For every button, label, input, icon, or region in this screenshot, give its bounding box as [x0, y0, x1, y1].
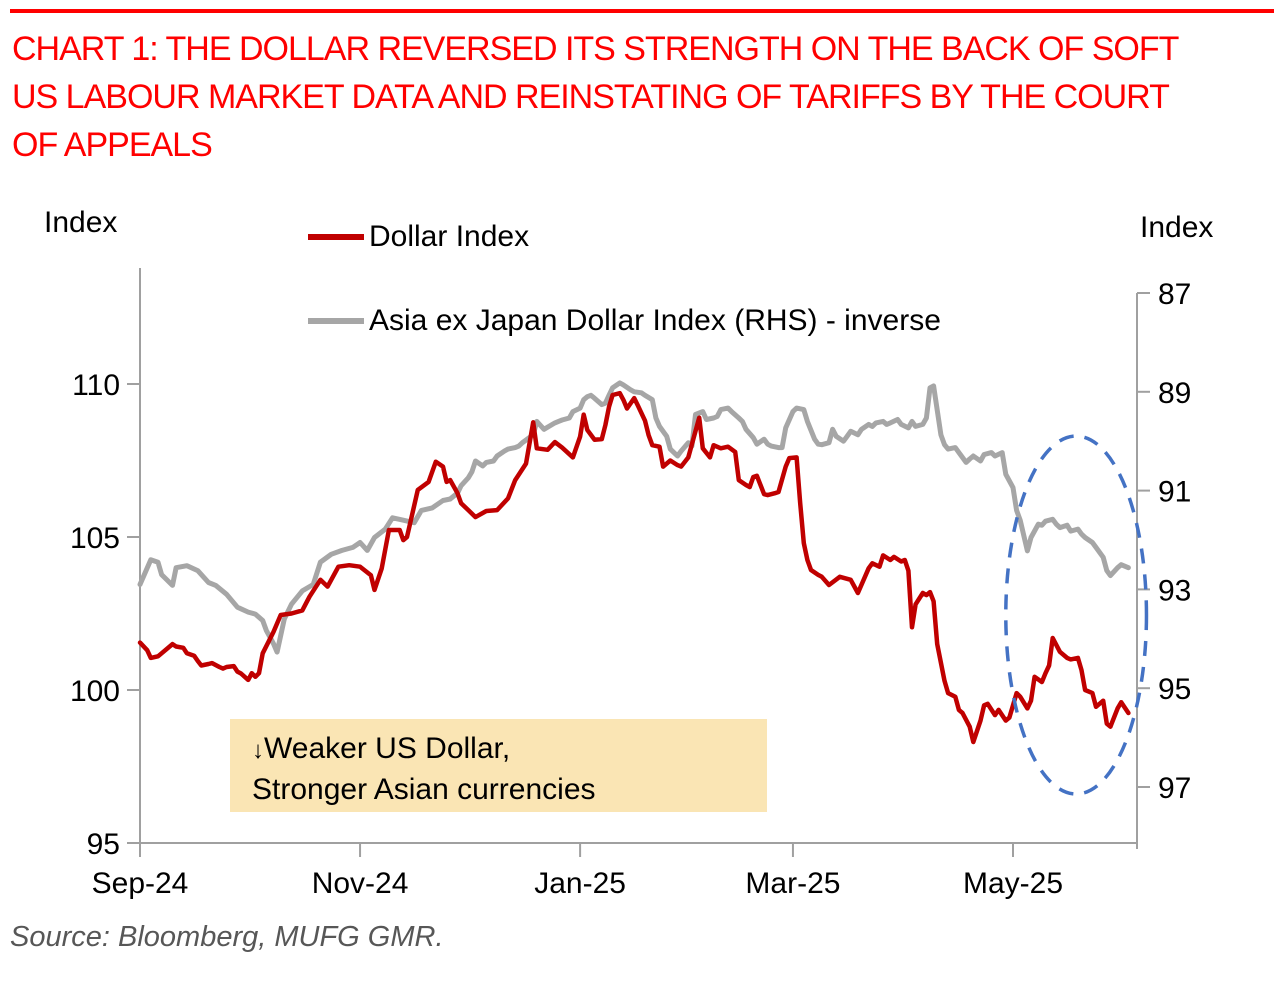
- right-axis-tick-label: 87: [1158, 278, 1191, 311]
- left-axis-tick-label: 110: [72, 369, 120, 402]
- chart-title-line-3: OF APPEALS: [12, 126, 213, 164]
- right-axis-tick-label: 95: [1158, 673, 1191, 706]
- annotation-callout: ↓Weaker US Dollar, Stronger Asian curren…: [230, 719, 767, 812]
- right-axis-tick-label: 97: [1158, 772, 1191, 805]
- right-axis-tick-label: 91: [1158, 476, 1191, 509]
- legend: Dollar Index Asia ex Japan Dollar Index …: [308, 214, 941, 382]
- x-axis-tick-label: Nov-24: [312, 867, 409, 900]
- left-axis-tick-label: 100: [70, 675, 120, 708]
- right-axis-tick-label: 93: [1158, 574, 1191, 607]
- series-line-dollar-index: [137, 390, 1131, 745]
- x-axis-tick-label: Sep-24: [92, 867, 189, 900]
- source-note: Source: Bloomberg, MUFG GMR.: [10, 921, 444, 953]
- callout-text-1: Weaker US Dollar,: [264, 732, 511, 765]
- chart-title-line-2: US LABOUR MARKET DATA AND REINSTATING OF…: [12, 78, 1170, 116]
- header-rule: [10, 9, 1274, 13]
- legend-item-asia-index: Asia ex Japan Dollar Index (RHS) - inver…: [308, 298, 941, 344]
- chart-title: CHART 1: THE DOLLAR REVERSED ITS STRENGT…: [12, 25, 1262, 169]
- left-axis-tick-label: 95: [87, 828, 120, 861]
- left-axis-tick-label: 105: [70, 522, 120, 555]
- series-line-asia-ex-japan-index: [137, 380, 1131, 655]
- legend-label-dollar-index: Dollar Index: [369, 220, 530, 253]
- down-arrow-icon: ↓: [252, 737, 264, 764]
- x-axis-tick-label: Mar-25: [745, 867, 840, 900]
- chart-title-line-1: CHART 1: THE DOLLAR REVERSED ITS STRENGT…: [12, 30, 1179, 68]
- legend-swatch-asia-index: [308, 318, 364, 324]
- legend-label-asia-index: Asia ex Japan Dollar Index (RHS) - inver…: [369, 304, 941, 337]
- right-axis-tick-label: 89: [1158, 377, 1191, 410]
- callout-line-1: ↓Weaker US Dollar,: [252, 729, 767, 770]
- x-axis-tick-label: Jan-25: [534, 867, 626, 900]
- right-axis-unit-label: Index: [1140, 211, 1214, 244]
- callout-line-2: Stronger Asian currencies: [252, 773, 596, 806]
- highlight-ellipse: [1004, 434, 1149, 796]
- left-axis-unit-label: Index: [44, 206, 118, 239]
- x-axis-tick-label: May-25: [963, 867, 1063, 900]
- legend-swatch-dollar-index: [308, 234, 364, 240]
- legend-item-dollar-index: Dollar Index: [308, 214, 941, 260]
